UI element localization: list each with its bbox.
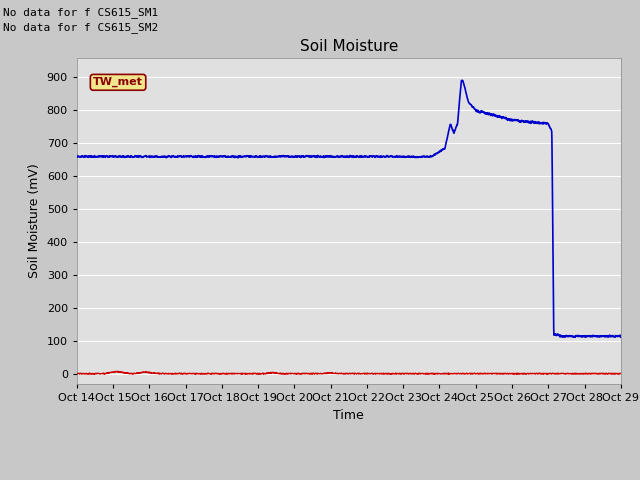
DltaT_SM1	[617, 371, 625, 377]
Line: DltaT_SM1: DltaT_SM1	[77, 371, 621, 374]
Line: DltaT_SM2: DltaT_SM2	[77, 81, 621, 337]
DltaT_SM2	[334, 154, 342, 159]
DltaT_SM2	[253, 155, 261, 160]
DltaT_SM1	[182, 370, 189, 376]
DltaT_SM2	[403, 154, 411, 160]
DltaT_SM2	[458, 78, 466, 84]
Text: No data for f CS615_SM2: No data for f CS615_SM2	[3, 22, 159, 33]
DltaT_SM2	[181, 154, 189, 160]
DltaT_SM1	[73, 371, 81, 376]
DltaT_SM2	[593, 333, 600, 338]
DltaT_SM2	[617, 334, 625, 340]
DltaT_SM1	[403, 371, 411, 377]
X-axis label: Time: Time	[333, 408, 364, 421]
DltaT_SM2	[611, 335, 619, 340]
DltaT_SM1	[253, 371, 261, 376]
DltaT_SM1	[445, 371, 453, 377]
DltaT_SM1	[290, 371, 298, 376]
DltaT_SM2	[289, 154, 297, 159]
Y-axis label: Soil Moisture (mV): Soil Moisture (mV)	[28, 163, 41, 278]
DltaT_SM1	[335, 371, 342, 377]
Text: No data for f CS615_SM1: No data for f CS615_SM1	[3, 7, 159, 18]
Title: Soil Moisture: Soil Moisture	[300, 39, 398, 54]
DltaT_SM2	[73, 153, 81, 158]
DltaT_SM1	[593, 371, 600, 377]
Text: TW_met: TW_met	[93, 77, 143, 87]
DltaT_SM1	[114, 368, 122, 374]
